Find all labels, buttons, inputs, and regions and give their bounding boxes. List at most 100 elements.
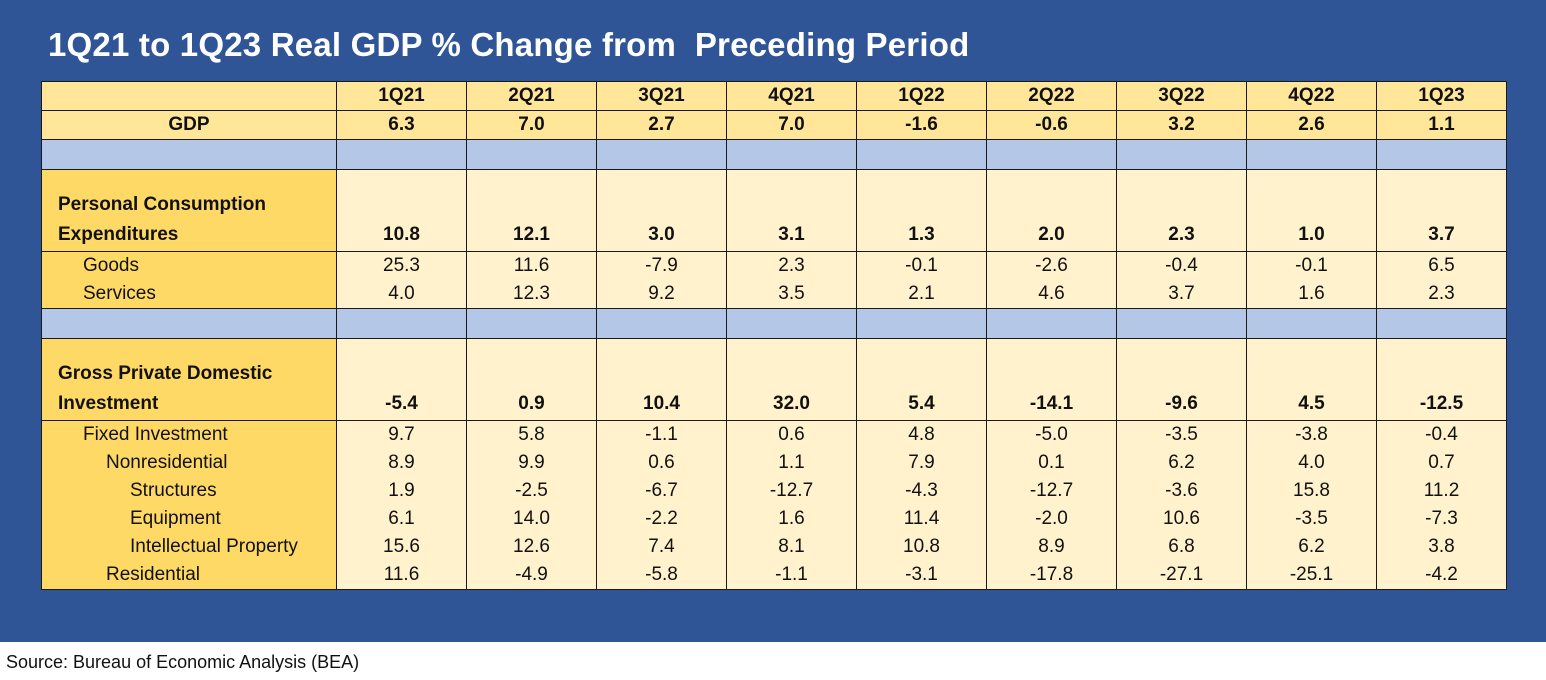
column-header: 1Q21 — [336, 81, 467, 111]
column-header: 4Q22 — [1246, 81, 1377, 111]
value-cell: -5.0 — [986, 420, 1117, 449]
value-cell: 3.1 — [726, 169, 857, 252]
value-cell: 9.9 — [466, 449, 597, 477]
value-cell: 6.2 — [1116, 449, 1247, 477]
spacer-row — [41, 308, 1507, 339]
row-label: Structures — [41, 477, 337, 505]
value-cell: -27.1 — [1116, 561, 1247, 590]
value-cell: 11.2 — [1376, 477, 1507, 505]
value-cell: 0.7 — [1376, 449, 1507, 477]
value-cell: 0.9 — [466, 338, 597, 421]
value-cell: 9.7 — [336, 420, 467, 449]
value-cell: -12.7 — [986, 477, 1117, 505]
gdp-row: GDP 6.3 7.0 2.7 7.0 -1.6 -0.6 3.2 2.6 1.1 — [41, 110, 1507, 140]
row-label: Residential — [41, 561, 337, 590]
value-cell: -5.4 — [336, 338, 467, 421]
spacer-cell — [1246, 308, 1377, 339]
spacer-cell — [41, 308, 337, 339]
header-row: 1Q21 2Q21 3Q21 4Q21 1Q22 2Q22 3Q22 4Q22 1Q23 — [41, 81, 1507, 111]
row-label: Equipment — [41, 505, 337, 533]
value-cell: -4.9 — [466, 561, 597, 590]
value-cell: 7.0 — [726, 110, 857, 140]
gdp-table: 1Q21 2Q21 3Q21 4Q21 1Q22 2Q22 3Q22 4Q22 1Q23 GDP 6… — [41, 81, 1507, 590]
value-cell: -12.7 — [726, 477, 857, 505]
value-cell: 2.3 — [1116, 169, 1247, 252]
spacer-cell — [336, 139, 467, 170]
spacer-cell — [986, 308, 1117, 339]
column-header: 1Q23 — [1376, 81, 1507, 111]
value-cell: -7.3 — [1376, 505, 1507, 533]
value-cell: 3.2 — [1116, 110, 1247, 140]
spacer-cell — [466, 308, 597, 339]
value-cell: 12.1 — [466, 169, 597, 252]
spacer-cell — [596, 308, 727, 339]
value-cell: -12.5 — [1376, 338, 1507, 421]
value-cell: 5.8 — [466, 420, 597, 449]
table-row: Intellectual Property 15.6 12.6 7.4 8.1 10.8 8… — [41, 533, 1507, 561]
value-cell: -2.5 — [466, 477, 597, 505]
value-cell: 32.0 — [726, 338, 857, 421]
value-cell: 6.1 — [336, 505, 467, 533]
spacer-cell — [726, 308, 857, 339]
row-label: Goods — [41, 251, 337, 280]
spacer-cell — [1376, 139, 1507, 170]
table-row: Residential 11.6 -4.9 -5.8 -1.1 -3.1 -17.8 -27.… — [41, 561, 1507, 590]
value-cell: 3.5 — [726, 280, 857, 309]
value-cell: 2.6 — [1246, 110, 1377, 140]
column-header: 1Q22 — [856, 81, 987, 111]
value-cell: 4.8 — [856, 420, 987, 449]
value-cell: 11.4 — [856, 505, 987, 533]
value-cell: 2.3 — [1376, 280, 1507, 309]
row-label: GDP — [41, 110, 337, 140]
value-cell: -9.6 — [1116, 338, 1247, 421]
row-label: Gross Private Domestic Investment — [41, 338, 337, 421]
spacer-cell — [41, 139, 337, 170]
table-row: Structures 1.9 -2.5 -6.7 -12.7 -4.3 -12.7 -3.6 1… — [41, 477, 1507, 505]
value-cell: -7.9 — [596, 251, 727, 280]
value-cell: 25.3 — [336, 251, 467, 280]
value-cell: 1.3 — [856, 169, 987, 252]
value-cell: -0.4 — [1376, 420, 1507, 449]
value-cell: -5.8 — [596, 561, 727, 590]
value-cell: -0.1 — [856, 251, 987, 280]
value-cell: -2.6 — [986, 251, 1117, 280]
value-cell: 8.9 — [986, 533, 1117, 561]
source-note: Source: Bureau of Economic Analysis (BEA… — [6, 652, 360, 672]
value-cell: 2.3 — [726, 251, 857, 280]
value-cell: 4.5 — [1246, 338, 1377, 421]
value-cell: 3.7 — [1116, 280, 1247, 309]
value-cell: 11.6 — [466, 251, 597, 280]
value-cell: 1.9 — [336, 477, 467, 505]
column-header: 2Q21 — [466, 81, 597, 111]
value-cell: -2.0 — [986, 505, 1117, 533]
value-cell: 11.6 — [336, 561, 467, 590]
value-cell: 10.6 — [1116, 505, 1247, 533]
row-label: Fixed Investment — [41, 420, 337, 449]
value-cell: -3.6 — [1116, 477, 1247, 505]
table-row: Personal Consumption Expenditures 10.8 12.… — [41, 169, 1507, 252]
value-cell: -4.2 — [1376, 561, 1507, 590]
value-cell: 6.8 — [1116, 533, 1247, 561]
value-cell: 3.8 — [1376, 533, 1507, 561]
table-body: 1Q21 2Q21 3Q21 4Q21 1Q22 2Q22 3Q22 4Q22 1Q23 GDP 6… — [41, 81, 1507, 590]
value-cell: 10.4 — [596, 338, 727, 421]
value-cell: 8.1 — [726, 533, 857, 561]
value-cell: 7.0 — [466, 110, 597, 140]
value-cell: 1.1 — [1376, 110, 1507, 140]
value-cell: 1.0 — [1246, 169, 1377, 252]
value-cell: 2.0 — [986, 169, 1117, 252]
column-header: 4Q21 — [726, 81, 857, 111]
spacer-cell — [986, 139, 1117, 170]
value-cell: 12.6 — [466, 533, 597, 561]
spacer-cell — [596, 139, 727, 170]
value-cell: 1.6 — [726, 505, 857, 533]
value-cell: 0.1 — [986, 449, 1117, 477]
value-cell: -0.1 — [1246, 251, 1377, 280]
table-row: Gross Private Domestic Investment -5.4 0.9… — [41, 338, 1507, 421]
value-cell: -6.7 — [596, 477, 727, 505]
spacer-cell — [856, 308, 987, 339]
value-cell: 7.9 — [856, 449, 987, 477]
value-cell: 12.3 — [466, 280, 597, 309]
value-cell: -3.5 — [1116, 420, 1247, 449]
value-cell: 2.1 — [856, 280, 987, 309]
